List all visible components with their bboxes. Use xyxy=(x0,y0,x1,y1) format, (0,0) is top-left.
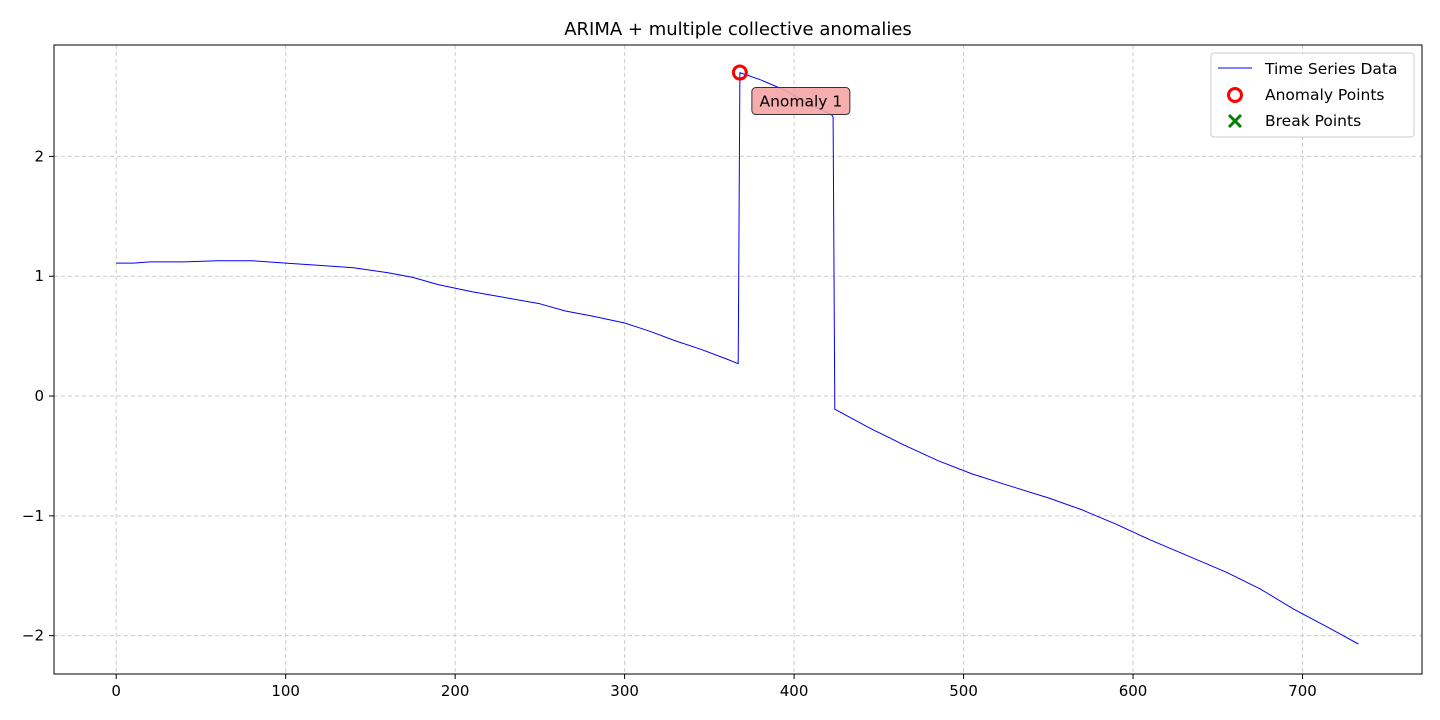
chart-title: ARIMA + multiple collective anomalies xyxy=(564,19,912,40)
series-layer xyxy=(116,72,1359,645)
legend-anomaly-marker-icon xyxy=(1227,87,1243,103)
y-tick-label: −1 xyxy=(22,507,44,525)
legend-label-break: Break Points xyxy=(1265,112,1361,130)
y-tick-label: 1 xyxy=(34,267,44,285)
legend-break-marker-icon xyxy=(1227,113,1243,129)
x-tick-label: 700 xyxy=(1288,682,1317,700)
y-tick-label: 2 xyxy=(34,147,44,165)
x-tick-label: 0 xyxy=(111,682,121,700)
legend-frame xyxy=(1210,52,1415,138)
plot-frame xyxy=(53,44,1423,675)
x-tick-label: 300 xyxy=(610,682,639,700)
x-tick-label: 200 xyxy=(441,682,470,700)
grid xyxy=(54,45,1422,674)
legend-label-anomaly: Anomaly Points xyxy=(1265,86,1384,104)
x-tick-label: 400 xyxy=(780,682,809,700)
x-tick-label: 100 xyxy=(271,682,300,700)
legend-label-series: Time Series Data xyxy=(1264,60,1397,78)
annotation-box xyxy=(751,87,851,116)
legend: Time Series Data Anomaly Points Break Po… xyxy=(1210,52,1415,138)
annotation-label: Anomaly 1 xyxy=(759,93,842,111)
marker-layer xyxy=(731,64,748,81)
series-line xyxy=(116,72,1359,645)
x-tick-label: 500 xyxy=(949,682,978,700)
y-tick-label: 0 xyxy=(34,387,44,405)
x-tick-label: 600 xyxy=(1119,682,1148,700)
annotation-layer: Anomaly 1 xyxy=(751,87,851,116)
tick-layer: 0 100 200 300 400 500 600 700 −2 −1 0 1 2 xyxy=(22,147,1317,700)
anomaly-point xyxy=(731,64,748,81)
y-tick-label: −2 xyxy=(22,627,44,645)
